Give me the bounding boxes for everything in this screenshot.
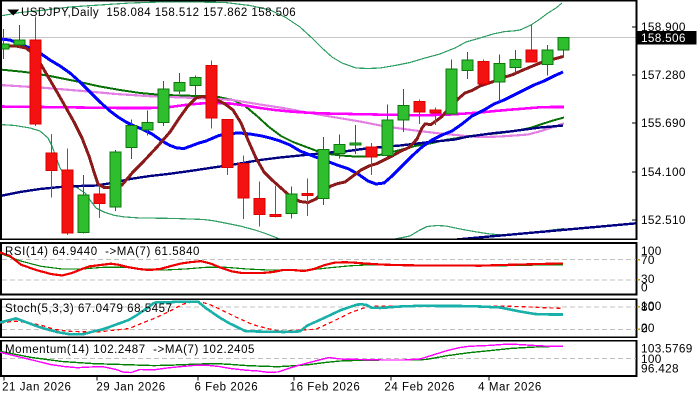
svg-text:155.690: 155.690 xyxy=(641,116,686,130)
svg-text:0: 0 xyxy=(641,322,648,336)
svg-text:24 Feb 2026: 24 Feb 2026 xyxy=(384,382,455,394)
svg-text:6 Feb 2026: 6 Feb 2026 xyxy=(194,382,258,394)
svg-text:16 Feb 2026: 16 Feb 2026 xyxy=(290,382,361,394)
svg-text:157.280: 157.280 xyxy=(641,68,686,82)
svg-text:100: 100 xyxy=(641,244,662,258)
svg-text:158.506: 158.506 xyxy=(641,31,686,45)
svg-text:80: 80 xyxy=(641,300,655,314)
svg-text:100: 100 xyxy=(641,352,662,366)
svg-text:0: 0 xyxy=(641,281,648,295)
svg-text:Stoch(5,3,3) 67.0479 68.5457: Stoch(5,3,3) 67.0479 68.5457 xyxy=(5,303,173,315)
svg-text:100: 100 xyxy=(641,299,662,313)
svg-text:Momentum(14) 102.2487 ->MA(7): Momentum(14) 102.2487 ->MA(7) 102.2405 xyxy=(5,344,255,356)
svg-text:103.5769: 103.5769 xyxy=(641,341,693,355)
svg-text:96.428: 96.428 xyxy=(641,362,679,376)
svg-text:158.900: 158.900 xyxy=(641,20,686,34)
svg-text:RSI(14) 64.9440 ->MA(7) 61.58: RSI(14) 64.9440 ->MA(7) 61.5840 xyxy=(5,246,200,258)
svg-text:152.510: 152.510 xyxy=(641,213,686,227)
svg-text:30: 30 xyxy=(641,272,655,286)
svg-text:4 Mar 2026: 4 Mar 2026 xyxy=(478,382,542,394)
svg-text:21 Jan 2026: 21 Jan 2026 xyxy=(2,382,71,394)
svg-text:20: 20 xyxy=(641,321,655,335)
svg-text:29 Jan 2026: 29 Jan 2026 xyxy=(96,382,165,394)
svg-text:154.100: 154.100 xyxy=(641,165,686,179)
svg-text:70: 70 xyxy=(641,253,655,267)
svg-text:USDJPY,Daily 158.084 158.512: USDJPY,Daily 158.084 158.512 157.862 158… xyxy=(21,7,296,19)
